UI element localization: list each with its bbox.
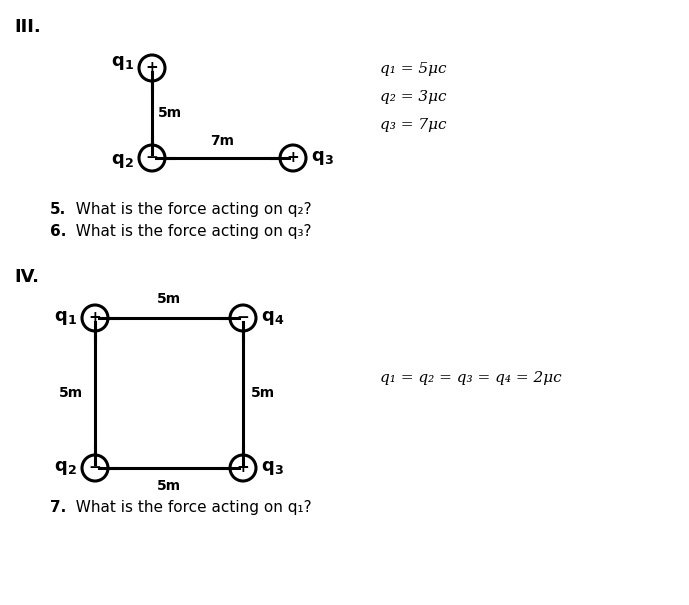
Text: −: − <box>145 151 158 166</box>
Text: +: + <box>287 151 300 166</box>
Text: $\mathbf{q_3}$: $\mathbf{q_3}$ <box>311 149 334 167</box>
Text: 5m: 5m <box>158 106 182 120</box>
Text: What is the force acting on q₁?: What is the force acting on q₁? <box>66 500 311 515</box>
Text: −: − <box>236 310 249 325</box>
Text: $\mathbf{q_2}$: $\mathbf{q_2}$ <box>54 459 77 477</box>
Text: What is the force acting on q₂?: What is the force acting on q₂? <box>66 202 311 217</box>
Text: +: + <box>236 460 249 476</box>
Text: $\mathbf{q_3}$: $\mathbf{q_3}$ <box>261 459 284 477</box>
Text: 5m: 5m <box>157 292 181 306</box>
Text: q₁ = 5μc: q₁ = 5μc <box>380 62 446 76</box>
Text: q₁ = q₂ = q₃ = q₄ = 2μc: q₁ = q₂ = q₃ = q₄ = 2μc <box>380 371 562 385</box>
Text: q₂ = 3μc: q₂ = 3μc <box>380 90 446 104</box>
Text: 7m: 7m <box>211 134 234 148</box>
Text: 5m: 5m <box>157 479 181 493</box>
Text: IV.: IV. <box>14 268 39 286</box>
Text: $\mathbf{q_1}$: $\mathbf{q_1}$ <box>111 54 134 72</box>
Text: −: − <box>89 460 101 476</box>
Text: $\mathbf{q_1}$: $\mathbf{q_1}$ <box>54 309 77 327</box>
Text: 7.: 7. <box>50 500 66 515</box>
Text: What is the force acting on q₃?: What is the force acting on q₃? <box>66 224 311 239</box>
Text: +: + <box>89 310 101 325</box>
Text: III.: III. <box>14 18 41 36</box>
Text: $\mathbf{q_4}$: $\mathbf{q_4}$ <box>261 309 285 327</box>
Text: q₃ = 7μc: q₃ = 7μc <box>380 118 446 132</box>
Text: $\mathbf{q_2}$: $\mathbf{q_2}$ <box>111 152 134 170</box>
Text: 5.: 5. <box>50 202 66 217</box>
Text: 5m: 5m <box>251 386 275 400</box>
Text: 6.: 6. <box>50 224 66 239</box>
Text: 5m: 5m <box>59 386 83 400</box>
Text: +: + <box>145 60 158 76</box>
